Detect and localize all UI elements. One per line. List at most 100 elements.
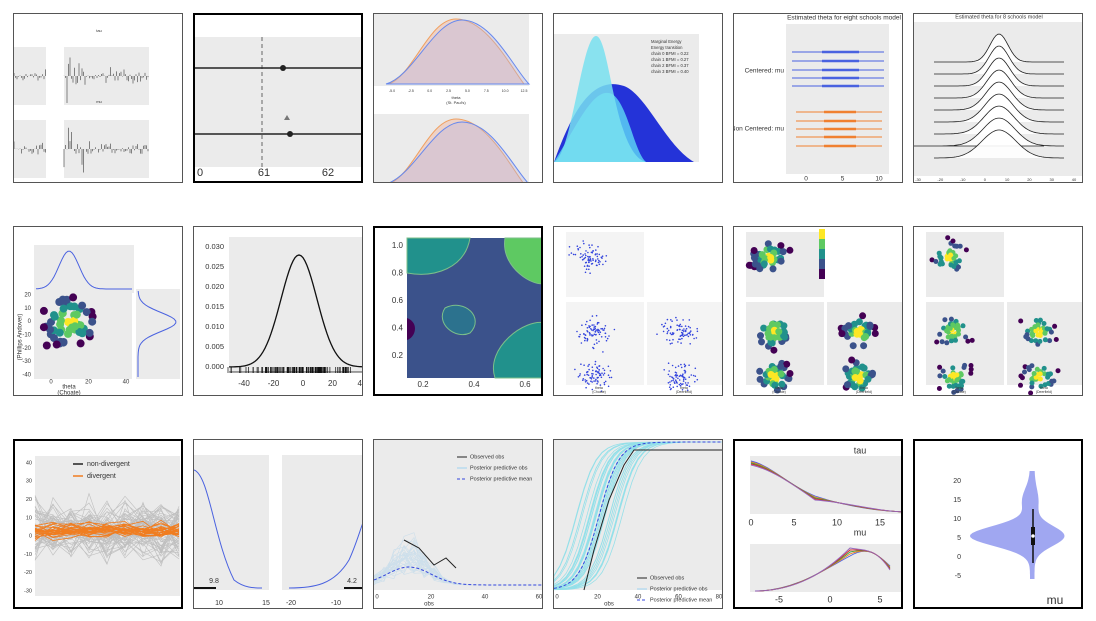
hex: [756, 367, 764, 375]
dot: [669, 325, 672, 328]
label: 10: [215, 600, 223, 607]
dot: [585, 268, 588, 270]
x-tick-label: -30: [915, 177, 922, 182]
dot: [584, 253, 586, 255]
hex: [963, 334, 969, 340]
dot: [677, 341, 679, 343]
dot: [674, 374, 676, 377]
dot: [694, 375, 697, 377]
thumbnail-plot: mu 20 15 10 5 0 -5: [953, 466, 1071, 607]
dot: [669, 388, 672, 391]
legend-label: Posterior predictive mean: [470, 476, 532, 482]
hex: [963, 247, 969, 253]
x-tick-label: 0.6: [519, 380, 531, 389]
thumbnail[interactable]: 9.8 10 15 -20 -10 4.2: [193, 439, 363, 609]
thumbnail[interactable]: mu 20 15 10 5 0 -5: [913, 439, 1083, 609]
hex: [1048, 329, 1054, 335]
curve: [407, 318, 415, 340]
curve: [34, 519, 180, 541]
dot: [582, 258, 584, 261]
label: obs: [604, 602, 614, 608]
hex: [59, 304, 68, 313]
thumbnail[interactable]: obs 0 20 40 60 Observed obs Posterior predicti…: [373, 439, 543, 609]
dot: [602, 367, 604, 370]
x-tick-label: 62: [322, 167, 334, 179]
thumbnail[interactable]: 0.2 0.4 0.6 1.0 0.8 0.6 0.4 0.2: [373, 226, 543, 396]
dot: [681, 389, 684, 391]
dot: [574, 253, 577, 256]
label: (Choate): [952, 390, 966, 394]
x-tick-label: 0: [301, 379, 306, 388]
x-tick-label: 10: [832, 517, 842, 527]
y-tick-label: 0.2: [392, 351, 404, 360]
x-tick-label: 40: [1072, 177, 1077, 182]
panel: [195, 37, 361, 167]
thumbnail[interactable]: Estimated theta for eight schools model C…: [733, 13, 903, 183]
thumbnail[interactable]: Marginal Energy Energy transition chain 0 …: [553, 13, 723, 183]
hex: [85, 328, 94, 337]
legend-label: divergent: [87, 473, 116, 480]
x-tick-label: 0: [197, 167, 203, 179]
thumbnail[interactable]: Estimated theta for 8 schools model -30 -2…: [913, 13, 1083, 183]
dot: [598, 333, 601, 336]
dot: [669, 343, 672, 345]
dot: [687, 335, 690, 338]
dot: [680, 342, 682, 344]
hex: [1018, 382, 1023, 388]
x-tick-label: -2.5: [408, 89, 414, 93]
dot: [674, 382, 676, 384]
dot: [585, 254, 587, 257]
dot: [679, 384, 682, 387]
label: Non Centered: mu: [734, 126, 784, 133]
thumbnail[interactable]: 0 61 62: [193, 13, 363, 183]
hex: [760, 260, 768, 268]
hex: [968, 370, 974, 376]
label: -10: [331, 600, 341, 607]
dot: [674, 366, 677, 369]
dot: [597, 321, 600, 324]
hex: [933, 259, 939, 264]
x-tick-label: 15: [875, 517, 885, 527]
thumbnail[interactable]: theta (St. Paul's) -5.0 -2.5 0.0 2.5 5.0 7.5 10.…: [373, 13, 543, 183]
x-tick-label: 40: [635, 595, 642, 601]
hex: [1018, 373, 1024, 379]
dot: [602, 263, 604, 266]
dot: [666, 332, 668, 335]
x-tick-label: 20: [1027, 177, 1032, 182]
thumbnail[interactable]: tau mu -5 0 5 0 5 10 15: [733, 439, 903, 609]
thumbnail[interactable]: obs 0 20 40 60 80 Observed obs Posterior predic…: [553, 439, 723, 609]
dot: [584, 323, 587, 326]
hex: [1018, 318, 1024, 324]
dot: [683, 328, 685, 330]
thumbnail[interactable]: 40 30 20 10 0 -10 -20 -30 non-divergent divergent: [13, 439, 183, 609]
dot: [680, 363, 682, 366]
dot: [586, 327, 589, 329]
hex: [1025, 365, 1031, 371]
thumbnail[interactable]: tau mu: [13, 13, 183, 183]
thumbnail[interactable]: theta (Choate) theta (Deerfield): [733, 226, 903, 396]
y-tick-label: 0.015: [205, 302, 224, 311]
hex: [770, 366, 778, 373]
dot: [588, 268, 590, 271]
thumbnail[interactable]: theta (Choate) theta (Deerfield): [553, 226, 723, 396]
dot: [688, 364, 690, 366]
y-tick-label: 20: [953, 478, 961, 485]
hex: [942, 317, 948, 323]
thumbnail[interactable]: theta (Choate) theta (Deerfield): [913, 226, 1083, 396]
legend-label: Observed obs: [470, 454, 504, 460]
dot: [674, 371, 677, 374]
hex: [777, 242, 785, 250]
dot: [600, 376, 603, 379]
dot: [667, 373, 670, 376]
hex: [56, 316, 65, 325]
thumbnail[interactable]: theta (Choate) (Phillips Andover) 0 20 40 20 10…: [13, 226, 183, 396]
dot: [692, 333, 694, 336]
dot: [583, 364, 585, 366]
thumbnail[interactable]: -40 -20 0 20 40 0.030 0.025 0.020 0.015 0.010 0.00…: [193, 226, 363, 396]
hex: [851, 374, 859, 381]
dot: [588, 325, 590, 327]
label: mu: [854, 527, 867, 537]
panel: [819, 249, 825, 259]
dot: [598, 372, 601, 375]
marker: [280, 65, 286, 71]
